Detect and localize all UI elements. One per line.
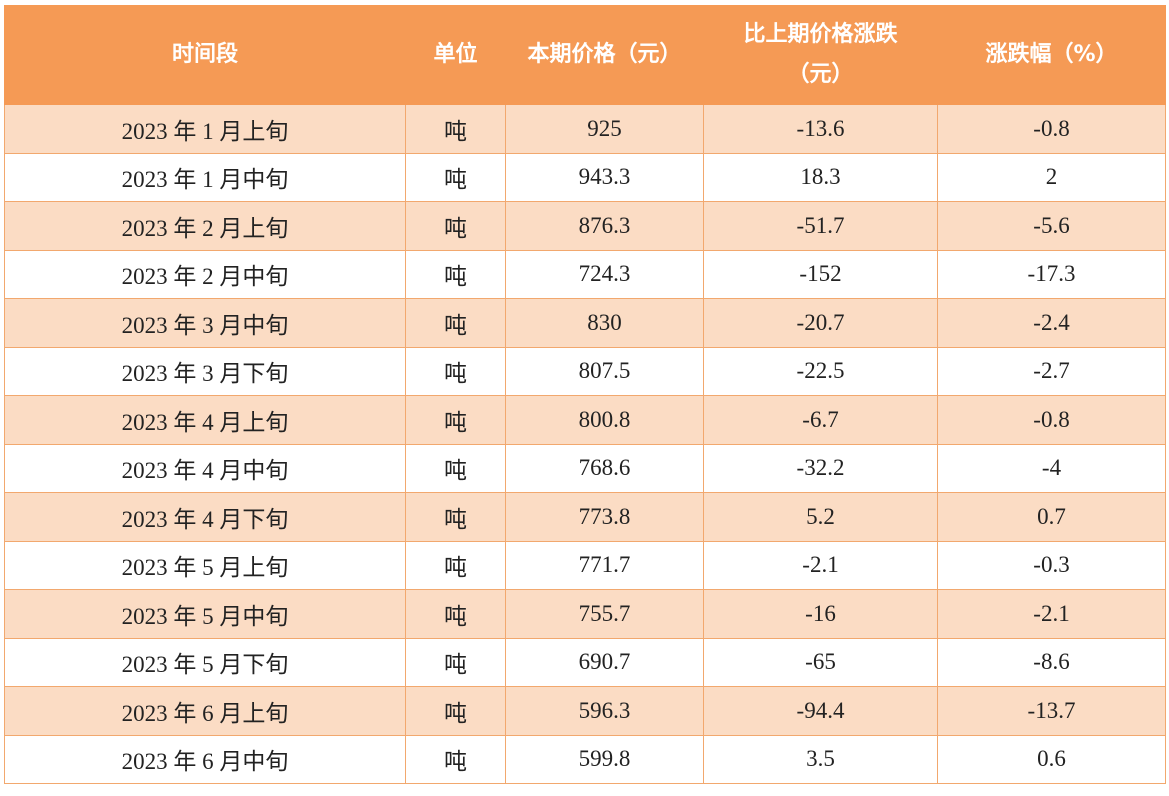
table-cell: -5.6 xyxy=(937,201,1166,251)
table-cell: 755.7 xyxy=(505,589,704,639)
table-cell: 2023 年 6 月中旬 xyxy=(4,734,406,784)
table-cell: 2023 年 3 月下旬 xyxy=(4,346,406,396)
table-cell: 0.7 xyxy=(937,492,1166,542)
table-cell: 吨 xyxy=(405,152,506,202)
table-cell: 724.3 xyxy=(505,249,704,299)
table-cell: 771.7 xyxy=(505,540,704,590)
table-row: 2023 年 4 月下旬吨 773.8 5.2 0.7 xyxy=(4,492,1166,542)
table-cell: -22.5 xyxy=(703,346,938,396)
table-cell: 2023 年 3 月中旬 xyxy=(4,298,406,348)
header-cell: 涨跌幅（%） xyxy=(937,5,1166,105)
table-cell: -0.8 xyxy=(937,104,1166,154)
table-cell: 768.6 xyxy=(505,443,704,493)
header-cell: 单位 xyxy=(405,5,506,105)
table-row: 2023 年 1 月上旬吨 925 -13.6 -0.8 xyxy=(4,104,1166,154)
table-cell: 吨 xyxy=(405,395,506,445)
table-cell: 吨 xyxy=(405,637,506,687)
header-row: 时间段 单位 本期价格（元） 比上期价格涨跌（元） 涨跌幅（%） xyxy=(4,5,1166,105)
table-row: 2023 年 3 月中旬吨 830 -20.7 -2.4 xyxy=(4,298,1166,348)
header-text: 时间段 xyxy=(171,42,238,67)
header-text: 涨跌幅（%） xyxy=(985,42,1118,67)
table-cell: 3.5 xyxy=(703,734,938,784)
table-cell: 876.3 xyxy=(505,201,704,251)
header-cell: 本期价格（元） xyxy=(505,5,704,105)
table-cell: -13.6 xyxy=(703,104,938,154)
table-cell: 2023 年 4 月下旬 xyxy=(4,492,406,542)
table-cell: 773.8 xyxy=(505,492,704,542)
table-cell: 2 xyxy=(937,152,1166,202)
table-cell: -4 xyxy=(937,443,1166,493)
table-row: 2023 年 3 月下旬吨 807.5 -22.5 -2.7 xyxy=(4,346,1166,396)
table-cell: 吨 xyxy=(405,298,506,348)
table-cell: 2023 年 5 月下旬 xyxy=(4,637,406,687)
table-cell: 2023 年 5 月上旬 xyxy=(4,540,406,590)
table-row: 2023 年 1 月中旬吨 943.3 18.3 2 xyxy=(4,152,1166,202)
table-cell: -16 xyxy=(703,589,938,639)
table-row: 2023 年 2 月上旬吨 876.3 -51.7 -5.6 xyxy=(4,201,1166,251)
table-cell: -17.3 xyxy=(937,249,1166,299)
table-cell: 2023 年 1 月中旬 xyxy=(4,152,406,202)
header-cell: 比上期价格涨跌（元） xyxy=(703,5,938,105)
table-cell: -65 xyxy=(703,637,938,687)
table-cell: -51.7 xyxy=(703,201,938,251)
table-cell: 943.3 xyxy=(505,152,704,202)
table-cell: 2023 年 2 月上旬 xyxy=(4,201,406,251)
price-table: 时间段 单位 本期价格（元） 比上期价格涨跌（元） 涨跌幅（%） 2023 年 1 月上… xyxy=(4,5,1166,784)
header-text: 本期价格（元） xyxy=(527,42,682,67)
table-cell: 0.6 xyxy=(937,734,1166,784)
table-cell: 830 xyxy=(505,298,704,348)
header-text: 单位 xyxy=(433,42,478,67)
table-cell: 690.7 xyxy=(505,637,704,687)
table-row: 2023 年 4 月上旬吨 800.8 -6.7 -0.8 xyxy=(4,395,1166,445)
table-cell: -2.1 xyxy=(703,540,938,590)
table-cell: 925 xyxy=(505,104,704,154)
table-cell: 吨 xyxy=(405,589,506,639)
table-cell: 吨 xyxy=(405,443,506,493)
table-cell: 2023 年 2 月中旬 xyxy=(4,249,406,299)
table-cell: -8.6 xyxy=(937,637,1166,687)
header-cell: 时间段 xyxy=(4,5,406,105)
table-cell: -6.7 xyxy=(703,395,938,445)
table-cell: -2.1 xyxy=(937,589,1166,639)
table-row: 2023 年 5 月中旬吨 755.7 -16 -2.1 xyxy=(4,589,1166,639)
table-cell: 2023 年 1 月上旬 xyxy=(4,104,406,154)
table-cell: -2.7 xyxy=(937,346,1166,396)
table-cell: 5.2 xyxy=(703,492,938,542)
table-cell: 807.5 xyxy=(505,346,704,396)
table-cell: 吨 xyxy=(405,249,506,299)
table-cell: 800.8 xyxy=(505,395,704,445)
table-cell: 吨 xyxy=(405,734,506,784)
table-cell: 2023 年 4 月上旬 xyxy=(4,395,406,445)
table-cell: -20.7 xyxy=(703,298,938,348)
header-text: 比上期价格涨跌（元） xyxy=(743,22,898,87)
table-row: 2023 年 2 月中旬吨 724.3 -152 -17.3 xyxy=(4,249,1166,299)
table-row: 2023 年 4 月中旬吨 768.6 -32.2 -4 xyxy=(4,443,1166,493)
table-cell: 吨 xyxy=(405,686,506,736)
table-cell: 吨 xyxy=(405,492,506,542)
table-cell: 596.3 xyxy=(505,686,704,736)
table-body: 2023 年 1 月上旬吨 925 -13.6 -0.8 2023 年 1 月中旬吨 94… xyxy=(4,104,1166,784)
table-cell: -32.2 xyxy=(703,443,938,493)
table-cell: -0.8 xyxy=(937,395,1166,445)
table-cell: 吨 xyxy=(405,104,506,154)
table-cell: -0.3 xyxy=(937,540,1166,590)
table-cell: 2023 年 6 月上旬 xyxy=(4,686,406,736)
table-cell: 2023 年 5 月中旬 xyxy=(4,589,406,639)
table-cell: -2.4 xyxy=(937,298,1166,348)
table-cell: 吨 xyxy=(405,540,506,590)
table-row: 2023 年 6 月中旬吨 599.8 3.5 0.6 xyxy=(4,734,1166,784)
table-cell: -94.4 xyxy=(703,686,938,736)
table-cell: 吨 xyxy=(405,201,506,251)
table-cell: 吨 xyxy=(405,346,506,396)
table-row: 2023 年 5 月下旬吨 690.7 -65 -8.6 xyxy=(4,637,1166,687)
table-cell: -152 xyxy=(703,249,938,299)
table-cell: 18.3 xyxy=(703,152,938,202)
table-cell: -13.7 xyxy=(937,686,1166,736)
table-row: 2023 年 5 月上旬吨 771.7 -2.1 -0.3 xyxy=(4,540,1166,590)
table-row: 2023 年 6 月上旬吨 596.3 -94.4 -13.7 xyxy=(4,686,1166,736)
table-cell: 599.8 xyxy=(505,734,704,784)
table-cell: 2023 年 4 月中旬 xyxy=(4,443,406,493)
